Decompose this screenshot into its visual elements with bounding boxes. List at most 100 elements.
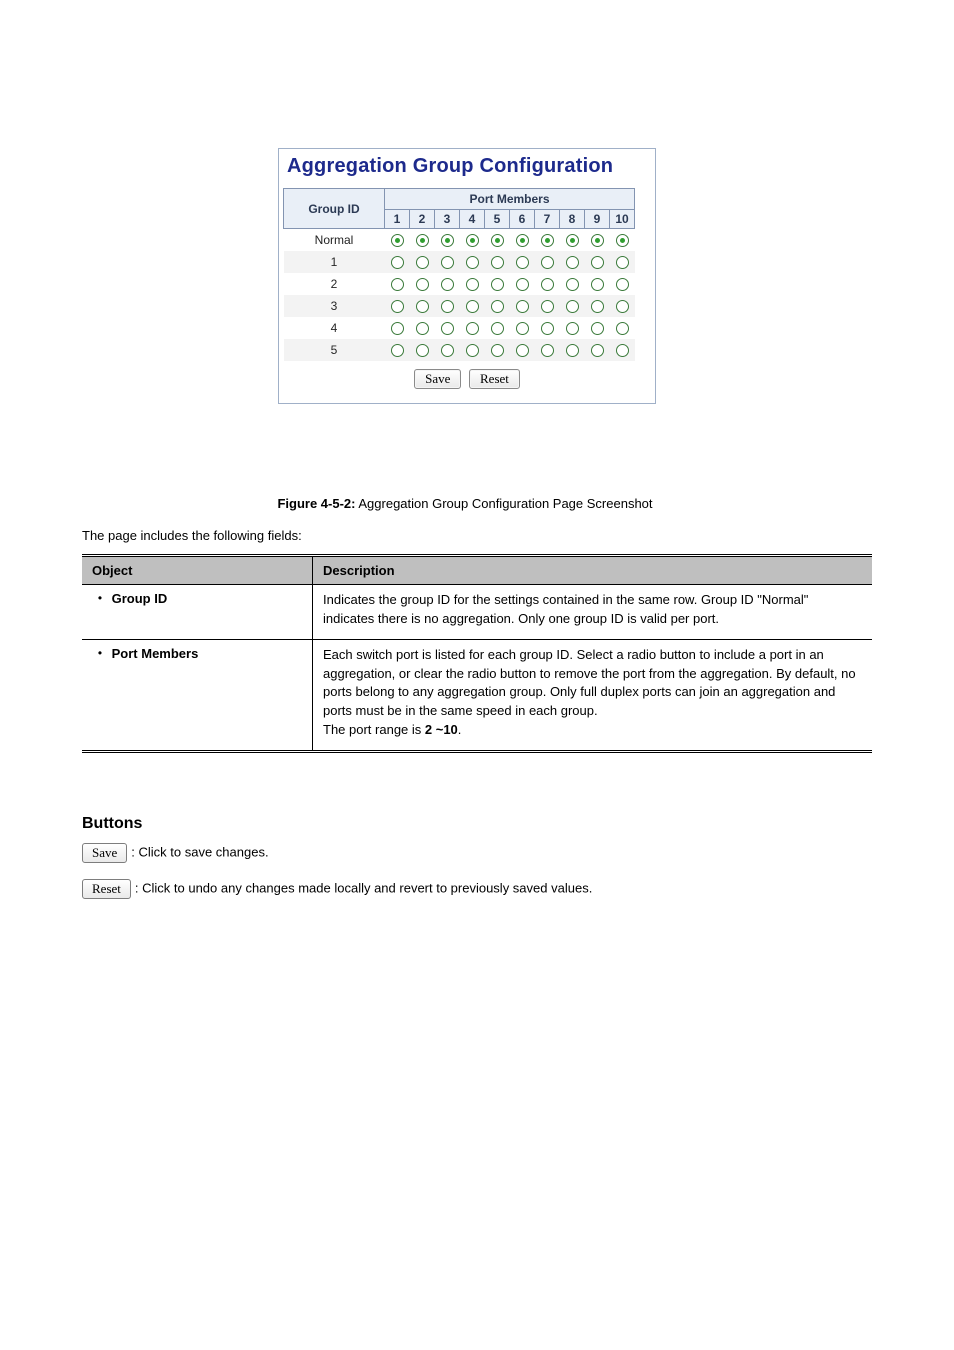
radio-cell[interactable] — [410, 251, 435, 273]
radio-cell[interactable] — [585, 251, 610, 273]
save-button[interactable]: Save — [82, 843, 127, 863]
radio-cell[interactable] — [460, 273, 485, 295]
radio-selected-icon[interactable] — [416, 234, 429, 247]
radio-icon[interactable] — [566, 344, 579, 357]
radio-icon[interactable] — [491, 344, 504, 357]
radio-cell[interactable] — [485, 295, 510, 317]
radio-icon[interactable] — [441, 344, 454, 357]
reset-button[interactable]: Reset — [82, 879, 131, 899]
radio-icon[interactable] — [416, 256, 429, 269]
radio-cell[interactable] — [535, 273, 560, 295]
radio-icon[interactable] — [591, 322, 604, 335]
radio-icon[interactable] — [541, 322, 554, 335]
radio-cell[interactable] — [535, 317, 560, 339]
radio-icon[interactable] — [616, 256, 629, 269]
radio-cell[interactable] — [560, 317, 585, 339]
radio-icon[interactable] — [516, 256, 529, 269]
radio-icon[interactable] — [541, 278, 554, 291]
radio-icon[interactable] — [591, 256, 604, 269]
radio-cell[interactable] — [560, 339, 585, 361]
radio-cell[interactable] — [460, 229, 485, 252]
radio-cell[interactable] — [435, 273, 460, 295]
radio-icon[interactable] — [466, 300, 479, 313]
radio-cell[interactable] — [610, 273, 635, 295]
radio-cell[interactable] — [610, 317, 635, 339]
radio-cell[interactable] — [435, 339, 460, 361]
radio-icon[interactable] — [391, 322, 404, 335]
radio-cell[interactable] — [435, 317, 460, 339]
radio-cell[interactable] — [485, 273, 510, 295]
radio-cell[interactable] — [535, 295, 560, 317]
radio-selected-icon[interactable] — [466, 234, 479, 247]
radio-icon[interactable] — [591, 300, 604, 313]
radio-cell[interactable] — [485, 229, 510, 252]
radio-cell[interactable] — [410, 317, 435, 339]
radio-icon[interactable] — [466, 344, 479, 357]
radio-icon[interactable] — [541, 344, 554, 357]
radio-icon[interactable] — [441, 256, 454, 269]
radio-cell[interactable] — [385, 273, 410, 295]
radio-cell[interactable] — [585, 317, 610, 339]
radio-cell[interactable] — [485, 251, 510, 273]
radio-icon[interactable] — [516, 278, 529, 291]
radio-cell[interactable] — [385, 295, 410, 317]
radio-icon[interactable] — [616, 344, 629, 357]
radio-cell[interactable] — [560, 229, 585, 252]
radio-icon[interactable] — [391, 300, 404, 313]
radio-cell[interactable] — [435, 229, 460, 252]
radio-icon[interactable] — [516, 344, 529, 357]
radio-icon[interactable] — [391, 278, 404, 291]
radio-cell[interactable] — [460, 295, 485, 317]
radio-cell[interactable] — [535, 229, 560, 252]
radio-icon[interactable] — [441, 300, 454, 313]
radio-cell[interactable] — [510, 273, 535, 295]
radio-cell[interactable] — [510, 229, 535, 252]
radio-cell[interactable] — [435, 251, 460, 273]
radio-cell[interactable] — [435, 295, 460, 317]
radio-icon[interactable] — [516, 322, 529, 335]
radio-cell[interactable] — [610, 339, 635, 361]
radio-cell[interactable] — [585, 273, 610, 295]
radio-selected-icon[interactable] — [566, 234, 579, 247]
radio-cell[interactable] — [410, 229, 435, 252]
radio-icon[interactable] — [591, 278, 604, 291]
radio-icon[interactable] — [541, 256, 554, 269]
radio-selected-icon[interactable] — [516, 234, 529, 247]
radio-selected-icon[interactable] — [541, 234, 554, 247]
radio-icon[interactable] — [566, 300, 579, 313]
radio-cell[interactable] — [585, 229, 610, 252]
radio-selected-icon[interactable] — [441, 234, 454, 247]
radio-cell[interactable] — [385, 251, 410, 273]
radio-cell[interactable] — [610, 295, 635, 317]
radio-cell[interactable] — [385, 317, 410, 339]
radio-selected-icon[interactable] — [591, 234, 604, 247]
radio-cell[interactable] — [460, 317, 485, 339]
radio-icon[interactable] — [391, 256, 404, 269]
radio-selected-icon[interactable] — [391, 234, 404, 247]
radio-icon[interactable] — [491, 322, 504, 335]
radio-cell[interactable] — [410, 273, 435, 295]
radio-cell[interactable] — [610, 251, 635, 273]
radio-icon[interactable] — [541, 300, 554, 313]
radio-icon[interactable] — [416, 344, 429, 357]
radio-cell[interactable] — [585, 339, 610, 361]
radio-cell[interactable] — [410, 295, 435, 317]
radio-icon[interactable] — [466, 256, 479, 269]
radio-icon[interactable] — [441, 322, 454, 335]
radio-cell[interactable] — [560, 251, 585, 273]
radio-icon[interactable] — [616, 300, 629, 313]
radio-cell[interactable] — [510, 295, 535, 317]
radio-icon[interactable] — [416, 300, 429, 313]
radio-selected-icon[interactable] — [616, 234, 629, 247]
radio-cell[interactable] — [385, 229, 410, 252]
radio-cell[interactable] — [510, 339, 535, 361]
radio-icon[interactable] — [441, 278, 454, 291]
radio-icon[interactable] — [466, 278, 479, 291]
radio-icon[interactable] — [591, 344, 604, 357]
radio-cell[interactable] — [485, 339, 510, 361]
radio-icon[interactable] — [616, 278, 629, 291]
radio-icon[interactable] — [416, 278, 429, 291]
radio-cell[interactable] — [585, 295, 610, 317]
radio-cell[interactable] — [510, 317, 535, 339]
radio-cell[interactable] — [535, 339, 560, 361]
